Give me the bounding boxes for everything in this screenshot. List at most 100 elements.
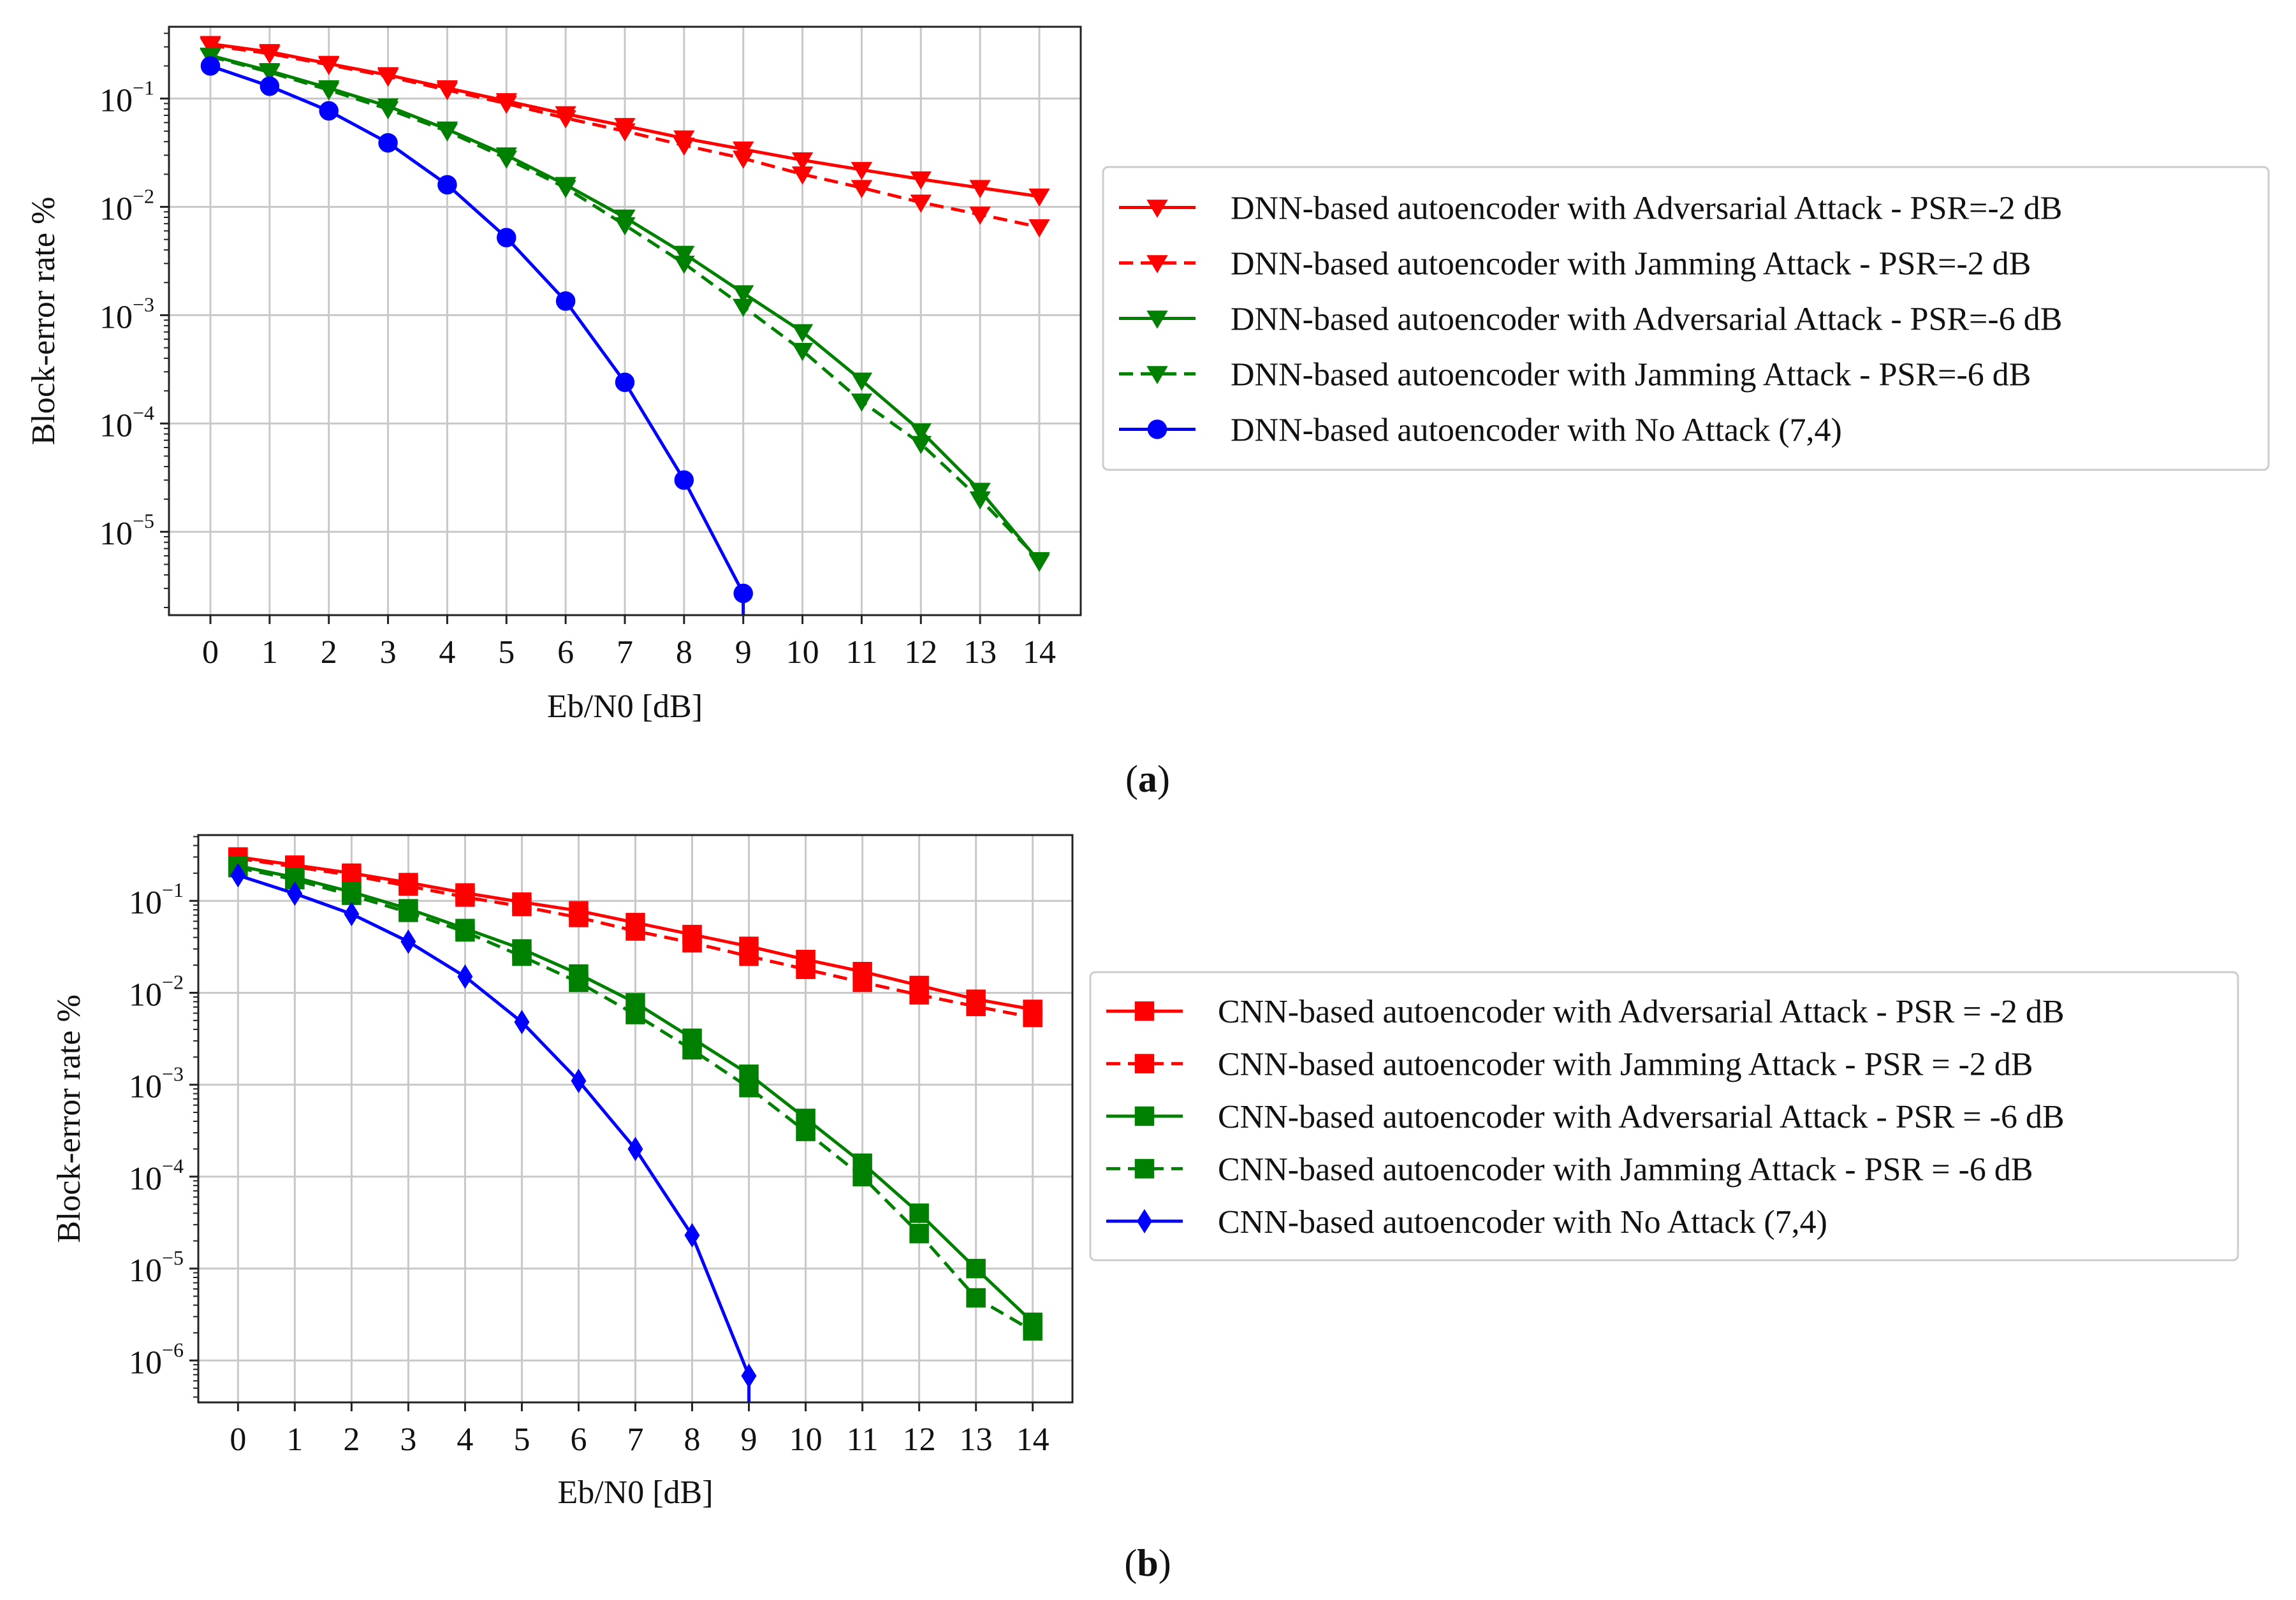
data-point (344, 901, 360, 926)
data-point (230, 862, 246, 888)
data-point (732, 298, 754, 317)
legend-item: DNN-based autoencoder with Adversarial A… (1119, 302, 2063, 338)
legend-marker (1134, 1054, 1155, 1073)
series-4 (228, 857, 1042, 1341)
legend-marker (1137, 1209, 1152, 1233)
chart-panel-a: 0 1 2 3 4 5 6 7 8 9 10 11 12 13 1410−110−210−310−410−5… (26, 25, 2270, 800)
data-point (569, 908, 589, 927)
y-axis-ticks: 10−1 10−2 10−3 10−4 10−5 10−6 (129, 836, 198, 1398)
x-tick-label: 11 (847, 1422, 879, 1458)
legend-label: CNN-based autoencoder with Jamming Attac… (1218, 1047, 2033, 1083)
data-point (682, 933, 702, 953)
data-point (436, 82, 458, 101)
data-point (436, 123, 458, 142)
data-point (791, 324, 814, 342)
series-5 (230, 862, 757, 1402)
legend-marker (1134, 1001, 1155, 1021)
data-point (555, 110, 576, 129)
data-point (200, 37, 221, 56)
x-axis-title: Eb/N0 [dB] (547, 688, 703, 725)
data-point (555, 180, 576, 198)
data-point (569, 972, 589, 993)
data-point (733, 583, 753, 604)
series-2 (228, 848, 1042, 1028)
data-point (739, 1077, 759, 1098)
legend-marker (1147, 419, 1167, 439)
x-tick-label: 10 (789, 1422, 823, 1458)
legend-marker (1146, 200, 1168, 218)
legend-marker (1146, 310, 1168, 329)
chart-panel-b: 0 1 2 3 4 5 6 7 8 9 10 11 12 13 1410−110−210−310−410−5… (51, 834, 2239, 1584)
x-tick-label: 14 (1023, 634, 1056, 671)
y-axis-ticks: 10−1 10−2 10−3 10−4 10−5 (99, 33, 169, 609)
data-point (674, 470, 694, 490)
data-point (457, 964, 473, 989)
data-point (1028, 219, 1050, 238)
data-point (318, 82, 340, 101)
x-tick-label: 13 (963, 634, 997, 671)
x-tick-label: 1 (286, 1422, 303, 1458)
x-tick-label: 13 (960, 1422, 993, 1458)
data-point (966, 1288, 986, 1308)
data-point (200, 56, 221, 76)
x-tick-label: 3 (400, 1422, 416, 1458)
series-5 (200, 56, 753, 615)
x-tick-label: 1 (261, 634, 278, 671)
legend-label: DNN-based autoencoder with Jamming Attac… (1231, 246, 2031, 282)
x-tick-label: 14 (1016, 1422, 1049, 1458)
series-2 (200, 37, 1050, 238)
legend: DNN-based autoencoder with Adversarial A… (1102, 166, 2270, 471)
data-point (259, 64, 281, 83)
data-point (852, 1167, 872, 1187)
data-point (969, 207, 991, 225)
x-tick-label: 0 (202, 634, 219, 671)
data-point (1028, 188, 1050, 207)
x-axis-ticks: 0 1 2 3 4 5 6 7 8 9 10 11 12 13 14 (202, 615, 1056, 671)
y-axis-title: Block-error rate % (26, 197, 62, 446)
y-tick-label: 10−4 (99, 401, 154, 444)
data-point (342, 885, 362, 905)
x-tick-label: 4 (457, 1422, 473, 1458)
x-tick-label: 2 (321, 634, 337, 671)
data-point (495, 150, 518, 169)
data-point (684, 1223, 700, 1248)
x-tick-label: 5 (513, 1422, 530, 1458)
x-tick-label: 5 (498, 634, 515, 671)
data-point (378, 133, 398, 153)
x-axis-ticks: 0 1 2 3 4 5 6 7 8 9 10 11 12 13 14 (230, 1402, 1049, 1458)
x-tick-label: 0 (230, 1422, 246, 1458)
x-tick-label: 9 (741, 1422, 757, 1458)
data-point (910, 435, 932, 455)
y-tick-label: 10−1 (129, 878, 184, 921)
x-tick-label: 10 (786, 634, 819, 671)
data-point (287, 881, 303, 906)
data-point (741, 1364, 757, 1388)
x-tick-label: 7 (617, 634, 633, 671)
data-point (495, 96, 518, 114)
data-point (319, 101, 339, 121)
y-tick-label: 10−3 (129, 1063, 184, 1105)
x-tick-label: 11 (845, 634, 877, 671)
legend-item: CNN-based autoencoder with Jamming Attac… (1106, 1151, 2033, 1188)
legend-marker (1134, 1106, 1155, 1126)
legend-marker (1146, 255, 1168, 273)
data-point (851, 372, 873, 391)
data-point (614, 217, 636, 236)
data-point (851, 162, 873, 180)
y-tick-label: 10−2 (99, 185, 154, 228)
legend-label: DNN-based autoencoder with Jamming Attac… (1231, 357, 2031, 393)
legend-label: DNN-based autoencoder with No Attack (7,… (1231, 412, 1842, 449)
data-point (909, 1203, 929, 1223)
data-point (969, 491, 991, 510)
data-point (1028, 552, 1050, 571)
x-tick-label: 8 (684, 1422, 701, 1458)
data-point (673, 245, 695, 265)
data-point (1023, 1321, 1042, 1341)
data-point (259, 45, 281, 64)
data-point (966, 1258, 986, 1279)
data-point (497, 228, 516, 248)
y-tick-label: 10−6 (129, 1338, 184, 1381)
data-point (851, 393, 873, 412)
data-point (910, 423, 932, 442)
